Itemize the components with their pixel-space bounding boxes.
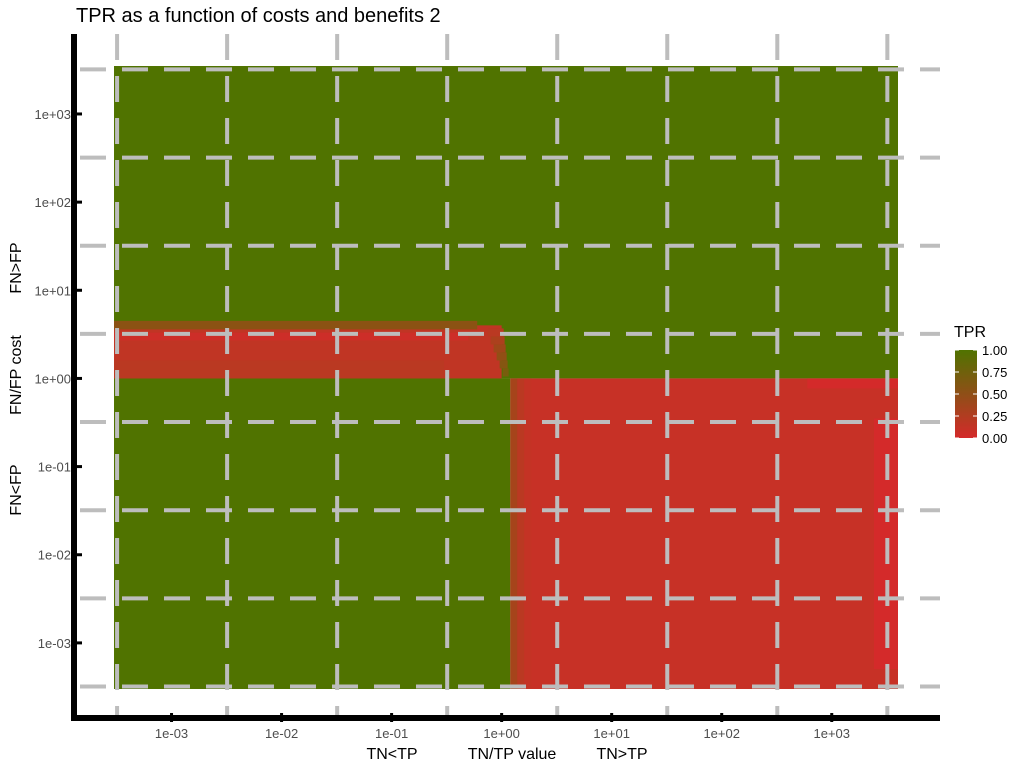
legend-tick-label: 0.50: [982, 387, 1007, 402]
heatmap-step: [499, 360, 508, 369]
y-tick-label: 1e+00: [34, 371, 71, 386]
axes: [71, 34, 940, 721]
x-axis-label-left: TN<TP: [366, 746, 417, 763]
x-tick-label: 1e+02: [703, 726, 740, 741]
legend-ticks: 1.00 0.75 0.50 0.25 0.00: [955, 343, 1007, 446]
legend-tick-label: 1.00: [982, 343, 1007, 358]
legend-title: TPR: [954, 324, 986, 341]
heatmap-band-upper: [114, 320, 478, 330]
heatmap-region-bottom-right: [510, 378, 898, 689]
heatmap-step: [490, 336, 505, 345]
heatmap-step: [487, 328, 504, 337]
y-axis-ticks: 1e-03 1e-02 1e-01 1e+00 1e+01 1e+02 1e+03: [34, 107, 82, 651]
heatmap-band-stripe: [114, 332, 469, 341]
heatmap-transition-strip: [517, 378, 525, 689]
legend-tick-label: 0.25: [982, 409, 1007, 424]
heatmap-step: [493, 344, 506, 353]
y-tick-label: 1e+02: [34, 195, 71, 210]
legend-tick-label: 0.00: [982, 431, 1007, 446]
y-tick-label: 1e+01: [34, 283, 71, 298]
y-axis-label-top: FN>FP: [8, 242, 25, 293]
y-tick-label: 1e+03: [34, 107, 71, 122]
heatmap-region-bottom-left: [114, 378, 511, 689]
x-axis-label-center: TN/TP value: [468, 746, 557, 763]
y-tick-label: 1e-01: [38, 460, 71, 475]
x-tick-label: 1e+03: [813, 726, 850, 741]
x-tick-label: 1e+01: [593, 726, 630, 741]
heatmap-transition-strip: [510, 378, 518, 689]
y-tick-label: 1e-02: [38, 548, 71, 563]
x-tick-label: 1e-03: [155, 726, 188, 741]
heatmap-step: [502, 368, 509, 377]
legend-colorbar: [955, 350, 977, 438]
y-axis-label-bottom: FN<FP: [8, 464, 25, 515]
heatmap-edge-top: [807, 378, 898, 389]
x-tick-label: 1e-02: [265, 726, 298, 741]
grid-lines: [80, 34, 940, 718]
y-tick-label: 1e-03: [38, 636, 71, 651]
x-tick-label: 1e+00: [483, 726, 520, 741]
x-axis-ticks: 1e-03 1e-02 1e-01 1e+00 1e+01 1e+02 1e+03: [155, 713, 850, 741]
heatmap-band-lower: [114, 360, 445, 379]
heatmap-transition-strip: [524, 378, 532, 689]
chart-title: TPR as a function of costs and benefits …: [76, 5, 441, 27]
x-tick-label: 1e-01: [375, 726, 408, 741]
x-axis-label-right: TN>TP: [596, 746, 647, 763]
heatmap-step: [496, 352, 507, 361]
legend: TPR 1.00 0.75 0.50 0.25 0.00: [954, 324, 1007, 446]
y-axis-label-center: FN/FP cost: [8, 335, 25, 415]
legend-tick-label: 0.75: [982, 365, 1007, 380]
